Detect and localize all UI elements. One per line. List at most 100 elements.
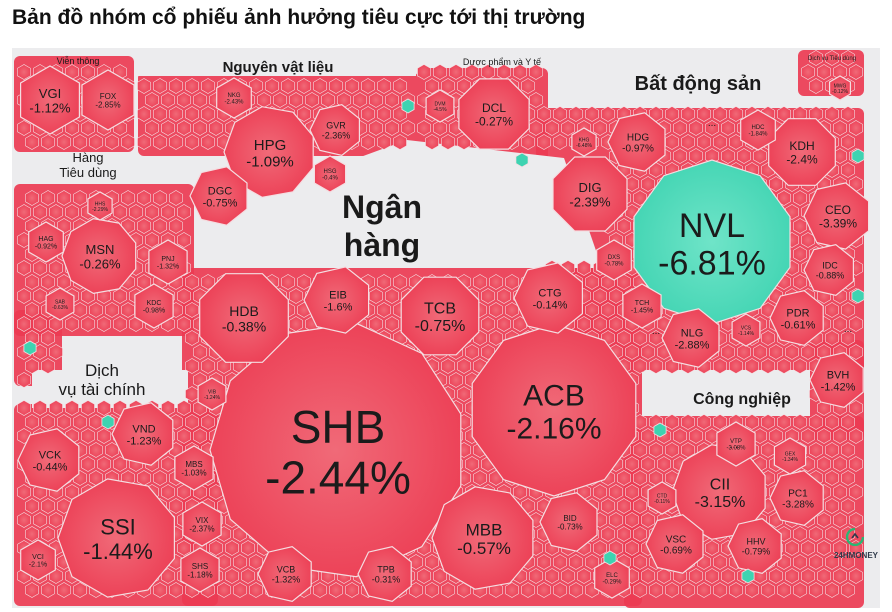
stock-cell-pdr[interactable]: PDR-0.61% bbox=[769, 290, 824, 346]
filler-tile bbox=[369, 288, 383, 304]
stock-cell-vnd[interactable]: VND-1.23% bbox=[111, 402, 174, 466]
stock-cell-dig[interactable]: DIG-2.39% bbox=[552, 156, 628, 232]
stock-cell-msn[interactable]: MSN-0.26% bbox=[61, 217, 137, 295]
stock-cell-vck[interactable]: VCK-0.44% bbox=[17, 428, 80, 492]
stock-shape bbox=[803, 244, 855, 296]
stock-cell-sab[interactable]: SAB-0.63% bbox=[45, 287, 75, 321]
filler-tile bbox=[473, 470, 487, 486]
outlier-tile bbox=[401, 98, 415, 114]
filler-tile bbox=[553, 582, 567, 598]
stock-cell-nkg[interactable]: NKG-2.43% bbox=[216, 77, 252, 119]
stock-shape bbox=[174, 445, 214, 491]
stock-cell-hhs[interactable]: HHS-2.29% bbox=[87, 191, 113, 221]
filler-tile bbox=[777, 414, 791, 430]
stock-cell-khg[interactable]: KHG-6.48% bbox=[571, 127, 597, 157]
stock-cell-dxs[interactable]: DXS-0.78% bbox=[596, 239, 632, 281]
stock-cell-gex[interactable]: GEX-1.34% bbox=[773, 437, 807, 475]
stock-shape bbox=[622, 283, 662, 329]
filler-tile bbox=[649, 582, 663, 598]
stock-cell-mbb[interactable]: MBB-0.57% bbox=[431, 486, 534, 590]
stock-shape bbox=[111, 402, 174, 466]
stock-cell-shs[interactable]: SHS-1.18% bbox=[180, 547, 220, 593]
filler-tile bbox=[729, 582, 743, 598]
filler-tile bbox=[793, 526, 807, 542]
filler-tile bbox=[505, 582, 519, 598]
stock-cell-mwg[interactable]: MWG-0.12% bbox=[828, 75, 852, 101]
filler-tile bbox=[537, 582, 551, 598]
filler-tile bbox=[185, 414, 199, 430]
stock-cell-acb[interactable]: ACB-2.16% bbox=[471, 323, 637, 497]
filler-tile bbox=[73, 190, 87, 206]
filler-tile bbox=[745, 358, 759, 374]
stock-cell-vsc[interactable]: VSC-0.69% bbox=[645, 514, 704, 574]
stock-cell-nlg[interactable]: NLG-2.88% bbox=[661, 308, 720, 368]
stock-cell-hdc[interactable]: HDC-1.84% bbox=[740, 109, 776, 151]
filler-tile bbox=[97, 400, 111, 416]
filler-tile bbox=[649, 442, 663, 458]
stock-cell-hdg[interactable]: HDG-0.97% bbox=[607, 112, 666, 172]
stock-cell-pc1[interactable]: PC1-3.28% bbox=[769, 470, 824, 526]
filler-tile bbox=[57, 582, 71, 598]
filler-tile bbox=[609, 288, 623, 304]
filler-tile bbox=[601, 106, 615, 122]
stock-cell-eib[interactable]: EIB-1.6% bbox=[303, 266, 370, 334]
stock-cell-hpg[interactable]: HPG-1.09% bbox=[223, 106, 314, 198]
stock-cell-mbs[interactable]: MBS-1.03% bbox=[174, 445, 214, 491]
filler-tile bbox=[345, 582, 359, 598]
stock-cell-vcb[interactable]: VCB-1.32% bbox=[257, 546, 312, 602]
stock-shape bbox=[809, 352, 864, 408]
stock-cell-fox[interactable]: FOX-2.85% bbox=[81, 69, 135, 131]
stock-cell-kdh[interactable]: KDH-2.4% bbox=[768, 118, 836, 186]
stock-cell-dgc[interactable]: DGC-0.75% bbox=[189, 166, 248, 226]
filler-tile bbox=[353, 92, 367, 108]
stock-shape bbox=[731, 313, 761, 347]
stock-cell-hsg[interactable]: HSG-0.4% bbox=[313, 155, 347, 193]
stock-cell-tch[interactable]: TCH-1.45% bbox=[622, 283, 662, 329]
stock-cell-vcs[interactable]: VCS-1.14% bbox=[731, 313, 761, 347]
filler-tile bbox=[169, 190, 183, 206]
filler-tile bbox=[449, 64, 463, 80]
stock-cell-idc[interactable]: IDC-0.88% bbox=[803, 244, 855, 296]
filler-tile bbox=[553, 554, 567, 570]
stock-cell-gvr[interactable]: GVR-2.36% bbox=[309, 104, 360, 156]
filler-tile bbox=[193, 344, 207, 360]
filler-tile bbox=[441, 582, 455, 598]
stock-cell-tcb[interactable]: TCB-0.75% bbox=[400, 276, 480, 356]
stock-cell-vib[interactable]: VIB-1.24% bbox=[197, 377, 227, 411]
stock-cell-ctg[interactable]: CTG-0.14% bbox=[513, 262, 584, 334]
filler-tile bbox=[625, 512, 639, 528]
stock-cell-tpb[interactable]: TPB-0.31% bbox=[357, 546, 412, 602]
stock-cell-shb[interactable]: SHB-2.44% bbox=[209, 322, 462, 578]
stock-cell-dcl[interactable]: DCL-0.27% bbox=[458, 78, 530, 150]
stock-cell-hag[interactable]: HAG-0.92% bbox=[28, 221, 64, 263]
stock-cell-cii[interactable]: CII-3.15% bbox=[671, 444, 766, 540]
filler-tile bbox=[41, 190, 55, 206]
filler-tile bbox=[153, 190, 167, 206]
filler-tile bbox=[73, 414, 87, 430]
stock-cell-ssi[interactable]: SSI-1.44% bbox=[57, 478, 175, 598]
stock-cell-bid[interactable]: BID-0.73% bbox=[539, 492, 598, 552]
stock-cell-ctd[interactable]: CTD-0.11% bbox=[647, 481, 677, 515]
stock-cell-kdc[interactable]: KDC-0.98% bbox=[134, 283, 174, 329]
filler-tile bbox=[689, 120, 703, 136]
filler-tile bbox=[25, 358, 39, 374]
stock-cell-vci[interactable]: VCI-2.1% bbox=[20, 539, 56, 581]
stock-cell-pnj[interactable]: PNJ-1.32% bbox=[148, 239, 188, 285]
stock-cell-dvm[interactable]: DVM-4.5% bbox=[425, 89, 455, 123]
filler-tile bbox=[689, 568, 703, 584]
filler-tile bbox=[625, 344, 639, 360]
stock-cell-bvh[interactable]: BVH-1.42% bbox=[809, 352, 864, 408]
sector-label-bat-dong-san: Bất động sản bbox=[635, 73, 762, 95]
stock-cell-ceo[interactable]: CEO-3.39% bbox=[803, 182, 870, 250]
stock-cell-hhv[interactable]: HHV-0.79% bbox=[727, 518, 782, 574]
stock-cell-vtp[interactable]: VTP-3.08% bbox=[716, 421, 756, 467]
stock-shape bbox=[661, 308, 720, 368]
filler-tile bbox=[817, 512, 831, 528]
filler-tile bbox=[705, 120, 719, 136]
stock-cell-vix[interactable]: VIX-2.37% bbox=[182, 501, 222, 547]
stock-cell-elc[interactable]: ELC-0.29% bbox=[594, 557, 630, 599]
stock-cell-vgi[interactable]: VGI-1.12% bbox=[20, 65, 81, 135]
stock-cell-nvl[interactable]: NVL-6.81% bbox=[633, 159, 791, 325]
filler-tile bbox=[169, 78, 183, 94]
stock-cell-hdb[interactable]: HDB-0.38% bbox=[199, 273, 289, 363]
